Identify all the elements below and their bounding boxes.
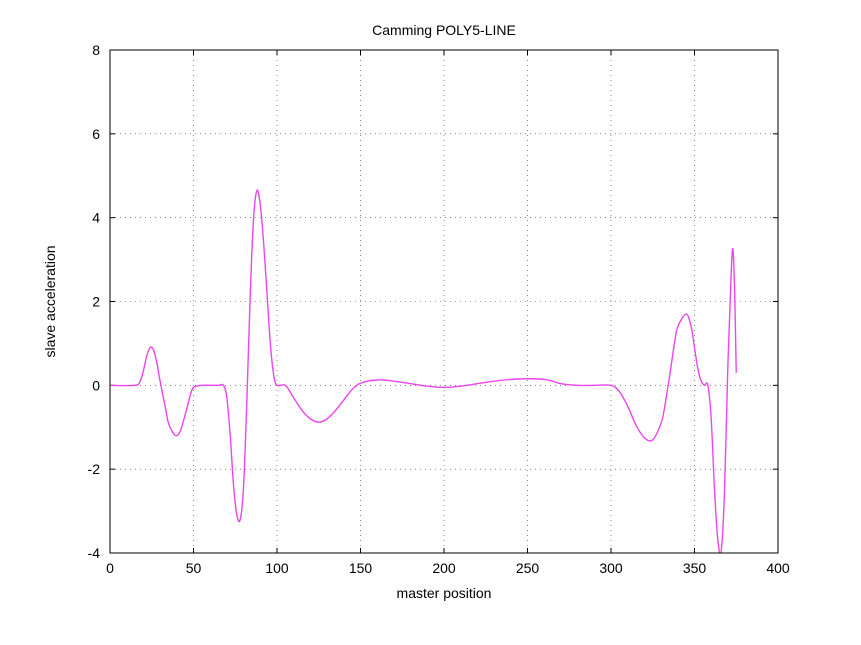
ytick-label: 0 [92,377,100,393]
plot-svg: 0 50 100 150 200 250 300 350 400 -4 -2 0 2 4 6 8 Camming… [0,0,861,645]
chart-container: 0 50 100 150 200 250 300 350 400 -4 -2 0 2 4 6 8 Camming… [0,0,861,645]
xtick-label: 50 [186,560,202,576]
ytick-label: 8 [92,42,100,58]
xtick-label: 0 [106,560,114,576]
chart-title: Camming POLY5-LINE [372,22,516,38]
ytick-label: 2 [92,294,100,310]
ytick-label: 4 [92,210,100,226]
xtick-label: 250 [516,560,540,576]
xtick-label: 150 [349,560,373,576]
ytick-label: 6 [92,126,100,142]
ytick-label: -4 [88,545,101,561]
ytick-label: -2 [88,461,101,477]
xtick-label: 200 [432,560,456,576]
xtick-label: 350 [683,560,707,576]
xtick-label: 100 [265,560,289,576]
xtick-label: 300 [599,560,623,576]
x-axis-label: master position [397,585,492,601]
xtick-label: 400 [766,560,790,576]
y-axis-label: slave acceleration [42,245,58,357]
